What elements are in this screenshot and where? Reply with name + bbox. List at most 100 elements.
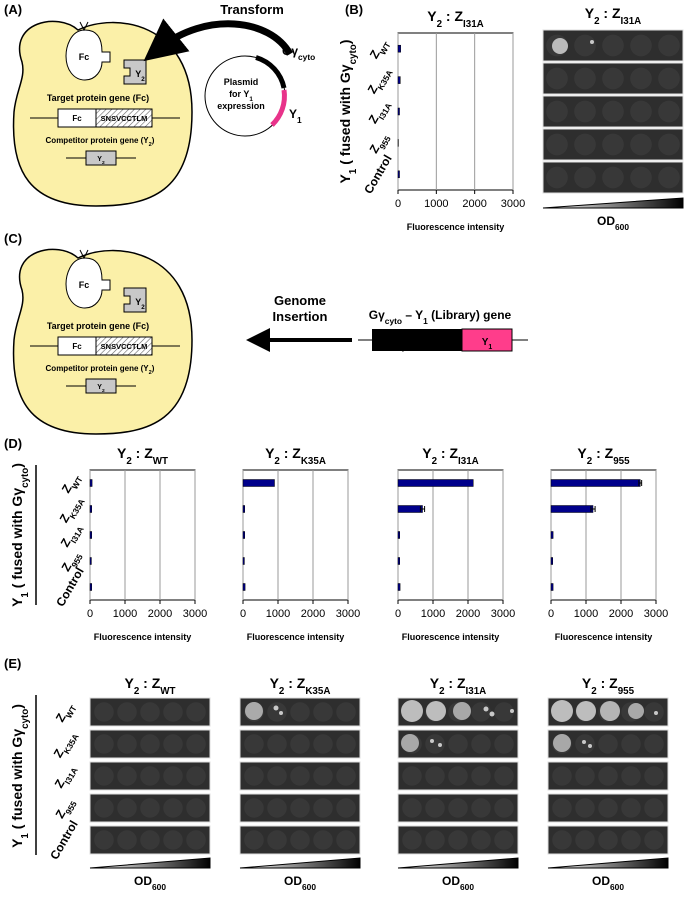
fc-stem: [79, 21, 89, 32]
plate-spot: [598, 734, 618, 754]
colony: [401, 700, 423, 722]
plate-spot: [546, 67, 568, 90]
plot-frame: [89, 469, 196, 601]
error-bar: [590, 506, 596, 512]
category-label: ZI31A: [366, 97, 394, 128]
plate-spot: [471, 734, 491, 754]
plate-spot: [336, 830, 356, 850]
fc-protein: [65, 257, 111, 309]
panel-label: (D): [4, 436, 22, 451]
label-part: Y: [482, 337, 489, 348]
y-axis-label-part: 1: [20, 833, 31, 839]
label-part: cyto: [397, 343, 413, 352]
plate-spot: [621, 766, 641, 786]
plate-spot: [425, 798, 445, 818]
label-part: cyto: [385, 316, 402, 326]
plate-spot: [94, 766, 114, 786]
x-tick-label: 2000: [148, 608, 172, 620]
plate-spot: [267, 798, 287, 818]
label: Y2: [135, 69, 145, 83]
label-part: ): [152, 136, 155, 145]
label-part: Y: [97, 384, 102, 391]
plot-frame: [397, 469, 504, 601]
plasmid-label: Plasmid: [224, 77, 259, 87]
category-label-part: I31A: [68, 525, 86, 545]
od-label: OD600: [284, 874, 316, 892]
label-part: Y: [97, 156, 102, 163]
chart-title: Y2 : ZI31A: [422, 445, 479, 467]
colony: [628, 703, 644, 719]
colony: [401, 734, 419, 752]
category-label: Control: [361, 152, 394, 196]
plasmid-label-part: Plasmid: [224, 77, 259, 87]
plate-spot: [94, 734, 114, 754]
plasmid-label-part: for Y: [229, 89, 249, 99]
x-axis-label: Fluorescence intensity: [94, 632, 192, 642]
chart-title-part: : Z: [132, 445, 153, 461]
plasmid-label: expression: [217, 101, 265, 111]
plate-spot: [644, 766, 664, 786]
plate-spot: [313, 830, 333, 850]
plate-spot: [336, 702, 356, 722]
label: Gγcyto – Y1 (Library) gene: [369, 308, 512, 326]
y-axis-label-part: ( fused with Gγ: [9, 488, 25, 592]
plate-spot: [630, 67, 652, 90]
category-label: Control: [47, 818, 80, 862]
bar: [242, 479, 275, 487]
plate-spot: [336, 734, 356, 754]
plate-title-part: WT: [160, 686, 175, 697]
plate-title: Y2 : ZK35A: [270, 675, 331, 697]
x-tick-label: 2000: [462, 198, 486, 210]
plate-spot: [244, 830, 264, 850]
od-label: OD600: [597, 214, 629, 232]
x-tick-label: 2000: [456, 608, 480, 620]
plate-spot: [602, 166, 624, 189]
plate-spot: [267, 766, 287, 786]
label: SNSV: [429, 337, 457, 348]
category-label-part: K35A: [61, 732, 80, 756]
plate-spot: [94, 830, 114, 850]
plate-spot: [290, 830, 310, 850]
bar: [397, 557, 400, 565]
chart-title-part: 2: [587, 456, 593, 467]
od-label-part: 600: [615, 222, 629, 232]
y-axis-label: Y1 ( fused with Gγcyto): [337, 40, 359, 184]
colony: [489, 711, 495, 717]
plate-spot: [336, 766, 356, 786]
plate-spot: [448, 830, 468, 850]
plate-spot: [494, 702, 514, 722]
label: Genome: [274, 293, 326, 308]
plate-spot: [598, 766, 618, 786]
colony: [510, 709, 514, 713]
plate-spot: [575, 830, 595, 850]
plate-spot: [290, 734, 310, 754]
chart-title-part: I31A: [458, 456, 479, 467]
label: Fc: [72, 342, 82, 351]
plate-spot: [313, 798, 333, 818]
fc-stem: [79, 249, 89, 260]
label: Y1: [289, 107, 302, 125]
plate-spot: [244, 766, 264, 786]
bar: [397, 44, 401, 53]
y-axis-label-part: cyto: [20, 709, 31, 729]
plate-spot: [644, 734, 664, 754]
category-label-part: K35A: [67, 497, 86, 521]
colony: [588, 744, 592, 748]
plate-spot: [448, 734, 468, 754]
transform-arrow: [143, 18, 294, 62]
label: Fc: [72, 114, 82, 123]
category-label-part: 955: [63, 799, 79, 816]
chart-title-part: : Z: [280, 445, 301, 461]
chart-title-part: : Z: [442, 8, 463, 24]
category-label: ZK35A: [57, 493, 87, 527]
category-label: ZI31A: [58, 521, 86, 552]
bar: [397, 583, 401, 591]
plate-spot: [267, 702, 287, 722]
plate-spot: [140, 798, 160, 818]
bar: [89, 531, 92, 539]
plate-title-part: : Z: [445, 675, 466, 691]
plate-spot: [552, 766, 572, 786]
category-label-part: Control: [53, 565, 86, 609]
plate-spot: [402, 766, 422, 786]
